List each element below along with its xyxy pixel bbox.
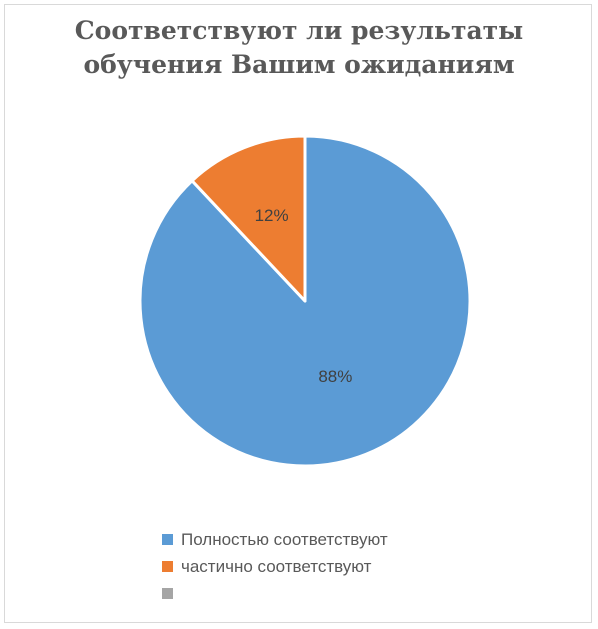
data-label-full: 88% xyxy=(318,367,352,386)
chart-title: Соответствуют ли результаты обучения Ваш… xyxy=(0,14,598,82)
legend-label-partial: частично соответствуют xyxy=(181,556,372,576)
legend-item-partial: частично соответствуют xyxy=(162,553,388,580)
legend-swatch-empty xyxy=(162,588,173,599)
data-label-partial: 12% xyxy=(255,206,289,225)
chart-title-line-2: обучения Вашим ожиданиям xyxy=(83,50,515,79)
legend-swatch-partial xyxy=(162,561,173,572)
pie-slice-partial xyxy=(190,134,307,303)
legend-label-full: Полностью соответствуют xyxy=(181,529,388,549)
chart-legend: Полностью соответствуют частично соответ… xyxy=(162,526,388,607)
chart-title-line-1: Соответствуют ли результаты xyxy=(74,16,524,45)
legend-item-full: Полностью соответствуют xyxy=(162,526,388,553)
legend-swatch-full xyxy=(162,534,173,545)
legend-item-empty xyxy=(162,580,388,607)
